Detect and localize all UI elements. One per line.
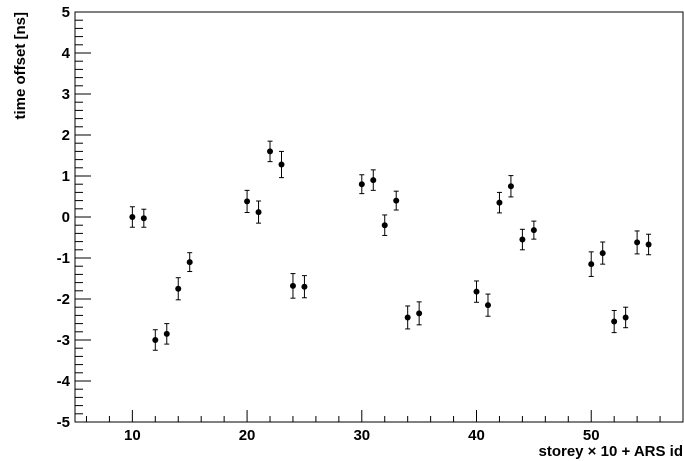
point-marker [278, 161, 285, 168]
x-tick-label: 30 [353, 427, 370, 444]
data-point [370, 169, 377, 191]
data-point [404, 305, 411, 330]
x-tick-label: 20 [239, 427, 256, 444]
point-marker [301, 283, 308, 290]
data-point [358, 174, 365, 195]
point-marker [507, 183, 514, 190]
data-point [473, 280, 480, 303]
point-marker [473, 288, 480, 295]
point-marker [186, 259, 193, 266]
data-point [484, 293, 491, 317]
y-tick-label: 2 [62, 127, 70, 144]
x-tick-label: 40 [468, 427, 485, 444]
y-tick-label: -1 [57, 250, 70, 267]
data-point [289, 273, 296, 299]
data-point [267, 140, 274, 163]
point-marker [645, 241, 652, 248]
point-marker [393, 197, 400, 204]
y-axis-ticks: -5 -4 -3 -2 -1 0 1 2 3 4 5 [57, 4, 91, 431]
data-point [381, 214, 388, 236]
y-tick-label: 0 [62, 209, 70, 226]
data-point [496, 191, 503, 214]
point-marker [267, 148, 274, 155]
y-tick-label: -2 [57, 291, 70, 308]
point-marker [163, 330, 170, 337]
y-tick-label: -3 [57, 332, 70, 349]
data-point [622, 306, 629, 329]
point-marker [588, 261, 595, 268]
y-tick-label: -4 [57, 373, 71, 390]
data-point [140, 208, 147, 228]
data-points [129, 140, 652, 351]
data-point [530, 220, 537, 240]
point-marker [244, 198, 251, 205]
point-marker [519, 236, 526, 243]
data-point [175, 277, 182, 301]
data-point [129, 206, 136, 228]
y-tick-label: 3 [62, 86, 70, 103]
point-marker [599, 250, 606, 257]
point-marker [634, 239, 641, 246]
point-marker [358, 181, 365, 188]
data-point [519, 228, 526, 251]
point-marker [381, 222, 388, 229]
point-marker [140, 215, 147, 222]
y-tick-label: 1 [62, 168, 70, 185]
y-axis-title: time offset [ns] [12, 12, 29, 120]
data-point [611, 309, 618, 334]
point-marker [484, 302, 491, 309]
data-point [244, 189, 251, 213]
x-axis-title: storey × 10 + ARS id [538, 443, 683, 460]
data-point [278, 150, 285, 179]
data-point [599, 241, 606, 265]
data-point [588, 251, 595, 277]
point-marker [622, 314, 629, 321]
x-tick-label: 10 [124, 427, 141, 444]
point-marker [370, 177, 377, 184]
point-marker [530, 227, 537, 234]
data-point [186, 252, 193, 273]
y-tick-label: -5 [57, 414, 70, 431]
data-point [507, 175, 514, 198]
data-point [416, 301, 423, 326]
data-point [255, 200, 262, 224]
point-marker [404, 314, 411, 321]
y-tick-label: 5 [62, 4, 70, 21]
data-point [645, 233, 652, 256]
point-marker [611, 318, 618, 325]
data-point [634, 230, 641, 255]
data-point [301, 275, 308, 299]
x-tick-label: 50 [583, 427, 600, 444]
point-marker [416, 310, 423, 317]
data-point [152, 329, 159, 351]
point-marker [496, 199, 503, 206]
point-marker [255, 209, 262, 216]
point-marker [152, 337, 159, 343]
point-marker [289, 282, 296, 289]
point-marker [175, 285, 182, 292]
data-point [163, 323, 170, 345]
data-point [393, 190, 400, 211]
x-axis-ticks: 10 20 30 40 50 [85, 410, 684, 444]
y-tick-label: 4 [62, 45, 71, 62]
plot-frame [74, 11, 684, 423]
point-marker [129, 214, 136, 220]
